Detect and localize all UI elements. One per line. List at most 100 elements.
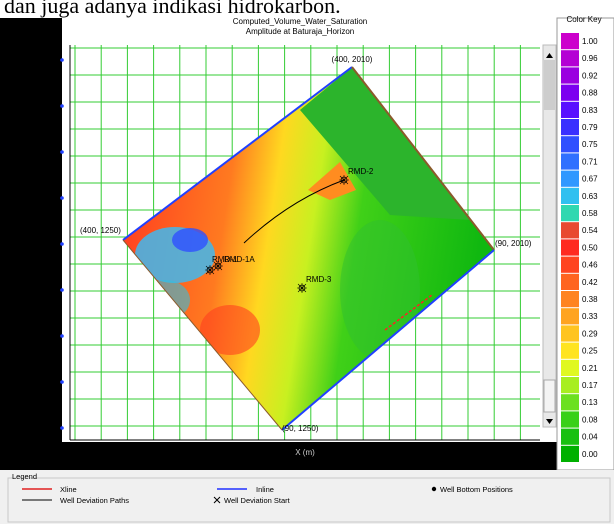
color-swatch [561, 84, 579, 101]
color-key-label: 1.00 [582, 37, 598, 46]
color-key-label: 0.21 [582, 364, 598, 373]
legend-item: Inline [256, 485, 274, 494]
axis-tick [60, 196, 64, 200]
axis-tick [60, 426, 64, 430]
axis-tick [60, 104, 64, 108]
plot-subtitle: Amplitude at Baturaja_Horizon [246, 27, 355, 36]
corner-label: (90, 2010) [495, 239, 532, 248]
color-swatch [561, 101, 579, 118]
well-symbol [297, 283, 307, 293]
legend-title: Legend [12, 472, 37, 481]
caption-bg [0, 0, 614, 18]
caption: dan juga adanya indikasi hidrokarbon. [4, 0, 341, 18]
color-key-label: 0.50 [582, 243, 598, 252]
color-key-label: 0.33 [582, 312, 598, 321]
color-key-label: 0.17 [582, 381, 598, 390]
axis-tick [60, 58, 64, 62]
color-key-label: 0.88 [582, 89, 598, 98]
scroll-up[interactable] [546, 53, 553, 58]
color-key-label: 0.08 [582, 415, 598, 424]
axis-tick [60, 334, 64, 338]
corner-label: (400, 2010) [332, 55, 373, 64]
color-swatch [561, 222, 579, 239]
axis-label-bg [200, 446, 400, 460]
color-swatch [561, 428, 579, 445]
legend-panel [0, 470, 614, 524]
color-swatch [561, 273, 579, 290]
axis-tick [60, 242, 64, 246]
inline-edge [281, 249, 495, 431]
color-key-label: 0.67 [582, 175, 598, 184]
legend-item: Well Deviation Start [224, 496, 291, 505]
color-key-label: 0.04 [582, 433, 598, 442]
color-key-label: 0.42 [582, 278, 598, 287]
color-key-label: 0.96 [582, 54, 598, 63]
well-symbol [339, 175, 349, 185]
color-swatch [561, 411, 579, 428]
color-swatch [561, 377, 579, 394]
xline-edge [351, 66, 495, 251]
legend-item: Well Deviation Paths [60, 496, 129, 505]
corner-label: (400, 1250) [80, 226, 121, 235]
color-swatch [561, 342, 579, 359]
legend-swatch [213, 496, 221, 504]
inline-edge [122, 66, 353, 241]
well-symbol [205, 265, 215, 275]
color-key-label: 0.75 [582, 140, 598, 149]
color-key-label: 0.00 [582, 450, 598, 459]
color-swatch [561, 308, 579, 325]
plot-title: Computed_Volume_Water_Saturation [233, 17, 367, 26]
color-key-label: 0.38 [582, 295, 598, 304]
color-key-label: 0.92 [582, 71, 598, 80]
well-label: RMD-3 [306, 275, 332, 284]
legend-item: Well Bottom Positions [440, 485, 513, 494]
scroll-thumb[interactable] [543, 379, 556, 413]
color-swatch [561, 119, 579, 136]
well-deviation-path [243, 179, 345, 244]
color-swatch [561, 325, 579, 342]
color-key-title: Color Key [566, 15, 601, 24]
color-key-label: 0.54 [582, 226, 598, 235]
scroll-down[interactable] [546, 419, 553, 424]
axis-tick [60, 380, 64, 384]
axis-tick [60, 150, 64, 154]
color-key-label: 0.29 [582, 329, 598, 338]
legend-item: Xline [60, 485, 77, 494]
color-swatch [561, 136, 579, 153]
scrollbar[interactable] [542, 44, 557, 428]
well-label: RMD-2 [348, 167, 374, 176]
xline-edge [122, 239, 283, 431]
scroll-thumb[interactable] [544, 60, 555, 110]
color-swatch [561, 205, 579, 222]
well-label: RMD-1 [212, 255, 238, 264]
axis-tick [60, 288, 64, 292]
color-swatch [561, 187, 579, 204]
x-axis-label: X (m) [295, 448, 315, 457]
color-key-label: 0.71 [582, 157, 598, 166]
color-swatch [561, 394, 579, 411]
color-key-label: 0.58 [582, 209, 598, 218]
well-label: RMD-1A [224, 255, 255, 264]
scroll-track[interactable] [542, 44, 557, 428]
color-swatch [561, 50, 579, 67]
color-key-label: 0.79 [582, 123, 598, 132]
color-swatch [561, 291, 579, 308]
color-key-label: 0.63 [582, 192, 598, 201]
color-swatch [561, 256, 579, 273]
corner-label: (90, 1250) [282, 424, 319, 433]
legend-frame [7, 477, 611, 523]
color-swatch [561, 359, 579, 376]
color-swatch [561, 153, 579, 170]
color-key: 1.00 0.96 0.92 0.88 0.83 0.79 0.75 0.71 0.67 0.63… [561, 33, 598, 462]
color-swatch [561, 33, 579, 50]
color-swatch [561, 170, 579, 187]
legend-swatch [431, 486, 437, 492]
color-key-label: 0.83 [582, 106, 598, 115]
color-key-label: 0.46 [582, 261, 598, 270]
color-swatch [561, 445, 579, 462]
left-frame [0, 18, 62, 470]
color-swatch [561, 239, 579, 256]
